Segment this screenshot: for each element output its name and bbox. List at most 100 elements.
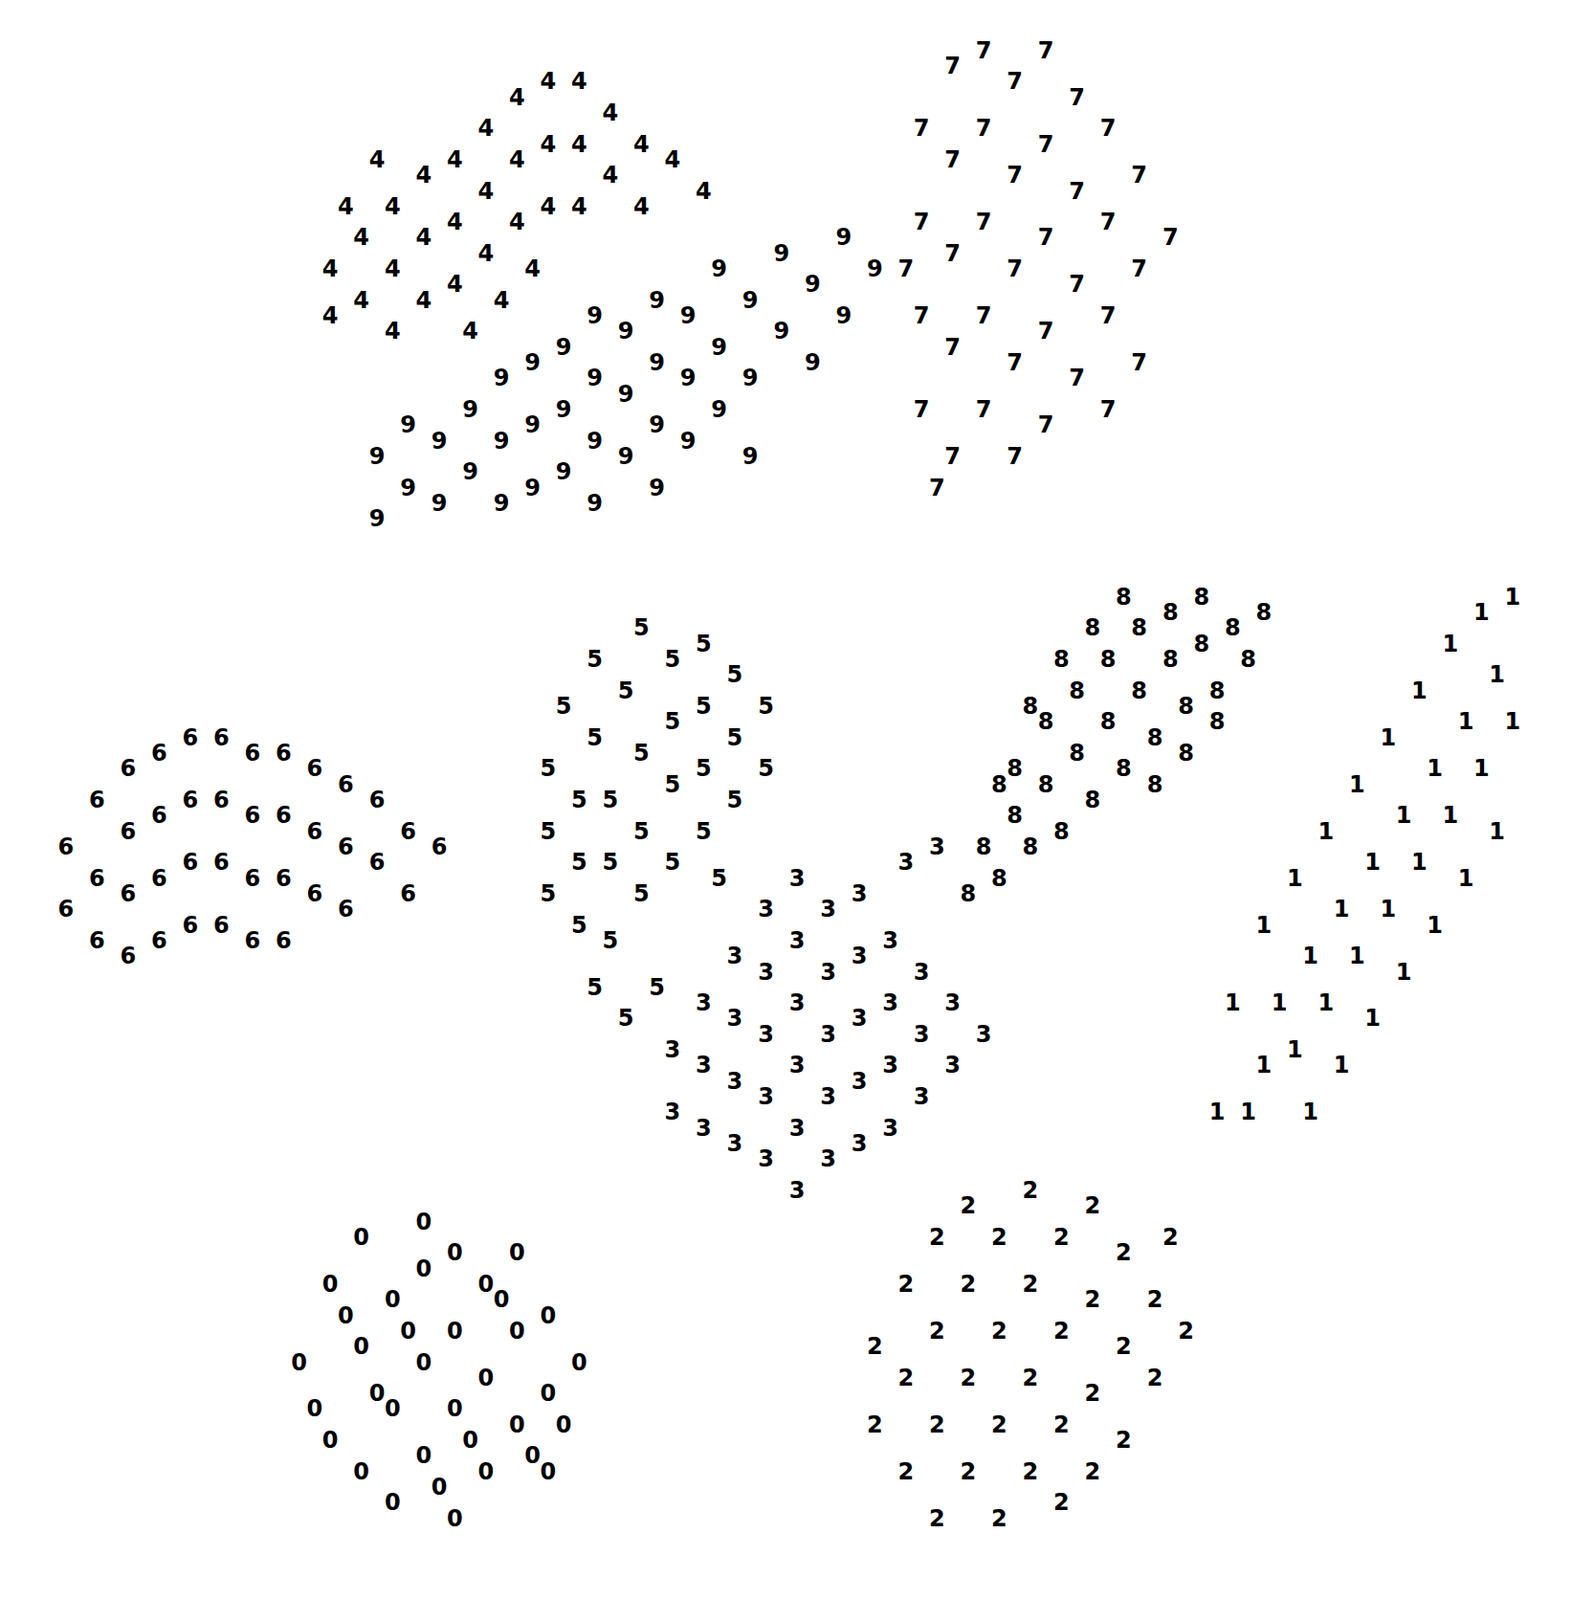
digit-point: 4 [353, 223, 370, 251]
digit-point: 2 [1084, 1285, 1102, 1313]
digit-point: 7 [913, 114, 930, 142]
digit-point: 6 [399, 818, 417, 845]
digit-point: 5 [695, 692, 712, 720]
digit-point: 5 [571, 786, 588, 814]
digit-point: 0 [384, 1285, 401, 1313]
digit-point: 9 [618, 442, 635, 470]
digit-point: 9 [524, 349, 541, 377]
digit-point: 1 [1458, 864, 1475, 892]
digit-point: 4 [602, 161, 620, 189]
digit-point: 6 [244, 739, 262, 767]
digit-point: 0 [539, 1458, 556, 1485]
digit-point: 6 [151, 927, 168, 954]
digit-point: 2 [866, 1332, 884, 1360]
digit-point: 0 [415, 1349, 432, 1376]
digit-point: 7 [1038, 37, 1055, 65]
digit-point: 5 [695, 630, 712, 658]
digit-point: 9 [835, 302, 852, 330]
digit-point: 1 [1411, 677, 1428, 705]
digit-point: 4 [695, 177, 712, 205]
digit-point: 5 [633, 818, 650, 845]
digit-point: 3 [695, 1114, 712, 1142]
digit-point: 9 [555, 458, 573, 486]
digit-point: 4 [539, 67, 556, 95]
digit-point: 6 [57, 895, 74, 923]
digit-point: 0 [415, 1441, 432, 1469]
digit-point: 7 [1130, 161, 1148, 189]
digit-point: 7 [1068, 364, 1085, 392]
digit-point: 6 [88, 864, 106, 892]
digit-point: 6 [88, 927, 106, 954]
digit-point: 4 [633, 193, 650, 221]
digit-point: 3 [819, 1145, 837, 1173]
digit-point: 3 [757, 1145, 775, 1173]
digit-point: 2 [1022, 1458, 1040, 1485]
digit-point: 9 [555, 333, 573, 361]
digit-point: 3 [882, 927, 899, 954]
digit-point: 8 [975, 833, 993, 861]
digit-point: 6 [369, 848, 386, 876]
digit-point: 9 [648, 287, 665, 314]
digit-point: 3 [944, 1051, 961, 1079]
digit-point: 9 [773, 240, 790, 267]
digit-point: 3 [664, 1098, 682, 1126]
digit-point: 1 [1505, 708, 1522, 735]
digit-point: 6 [182, 911, 200, 939]
digit-point: 9 [804, 270, 821, 298]
digit-point: 3 [789, 1176, 806, 1204]
digit-point: 5 [664, 708, 682, 735]
digit-point: 7 [1162, 223, 1179, 251]
digit-point: 9 [431, 427, 448, 455]
digit-point: 9 [586, 302, 603, 330]
digit-point: 3 [913, 1020, 930, 1048]
digit-point: 6 [307, 880, 324, 908]
digit-point: 7 [1038, 223, 1055, 251]
digit-point: 0 [431, 1473, 448, 1501]
digit-point: 5 [727, 786, 744, 814]
digit-point: 1 [1442, 630, 1460, 658]
digit-point: 5 [602, 927, 620, 954]
digit-point: 5 [539, 880, 556, 908]
digit-point: 3 [789, 864, 806, 892]
digit-point: 8 [1100, 645, 1117, 673]
digit-point: 3 [727, 1129, 744, 1157]
digit-point: 9 [835, 223, 852, 251]
digit-point: 3 [913, 958, 930, 986]
digit-point: 0 [477, 1458, 494, 1485]
digit-point: 6 [337, 771, 355, 798]
digit-point: 7 [1100, 114, 1117, 142]
digit-point: 0 [446, 1317, 464, 1345]
digit-point: 1 [1224, 989, 1241, 1017]
digit-point: 7 [1038, 411, 1055, 439]
digit-point: 7 [1100, 396, 1117, 423]
digit-point: 5 [586, 645, 603, 673]
digit-point: 3 [851, 1129, 868, 1157]
digit-point: 6 [182, 848, 200, 876]
digit-point: 8 [1130, 614, 1148, 642]
digit-point: 1 [1349, 942, 1366, 970]
digit-point: 3 [757, 895, 775, 923]
digit-point: 9 [462, 396, 479, 423]
digit-point: 6 [119, 880, 136, 908]
digit-point: 6 [307, 754, 324, 782]
digit-point: 0 [462, 1426, 479, 1454]
digit-point: 9 [742, 442, 759, 470]
digit-point: 4 [415, 287, 432, 314]
digit-point: 9 [710, 396, 728, 423]
digit-point: 0 [571, 1349, 588, 1376]
digit-point: 4 [384, 255, 401, 283]
plot-area: 0000000000000000000000000000000000001111… [57, 37, 1521, 1532]
digit-point: 3 [757, 958, 775, 986]
digit-series: 9999999999999999999999999999999999999999… [369, 223, 884, 532]
digit-series: 6666666666666666666666666666666666666666 [57, 724, 447, 970]
digit-point: 3 [695, 1051, 712, 1079]
digit-point: 4 [322, 302, 339, 330]
digit-point: 8 [1006, 754, 1023, 782]
digit-point: 2 [929, 1223, 946, 1251]
digit-point: 4 [571, 131, 588, 158]
digit-point: 3 [789, 989, 806, 1017]
digit-point: 9 [742, 287, 759, 314]
digit-point: 4 [493, 287, 510, 314]
digit-point: 9 [399, 411, 417, 439]
digit-point: 9 [462, 458, 479, 486]
